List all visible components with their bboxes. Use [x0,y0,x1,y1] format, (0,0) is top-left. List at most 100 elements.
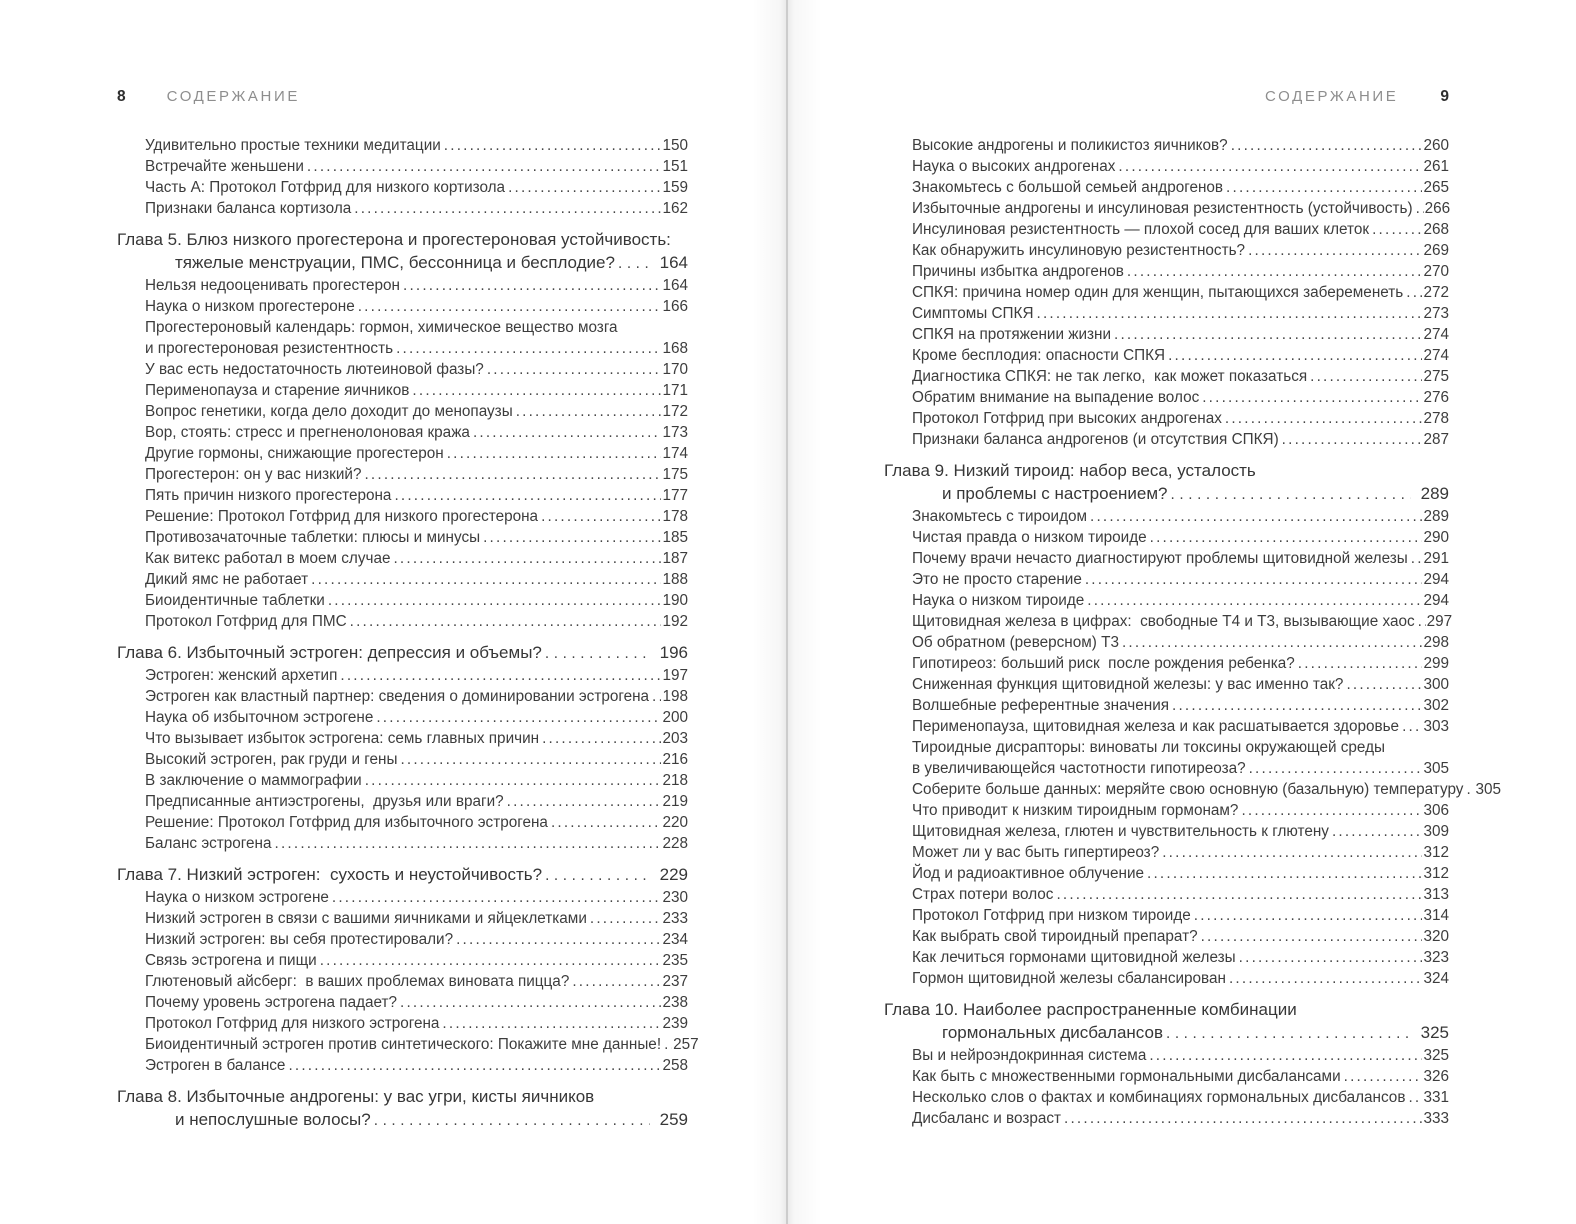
toc-entry-title: Знакомьтесь с тироидом [912,508,1088,525]
toc-entry-page: 309 [1423,823,1449,840]
dot-leader [483,527,661,548]
toc-entry-title: Что приводит к низким тироидным гормонам… [912,802,1239,819]
toc-entry: Симптомы СПКЯ 273 [884,303,1449,324]
dot-leader [1064,1108,1422,1129]
toc-entry-page: 312 [1423,844,1449,861]
toc-entry-title: Несколько слов о фактах и комбинациях го… [912,1089,1406,1106]
toc-entry: Пять причин низкого прогестерона 177 [117,485,688,506]
toc-entry-title: и прогестероновая резистентность [145,340,394,357]
toc-entry-page: 258 [662,1057,688,1074]
toc-list-left: Удивительно простые техники медитации 150… [117,135,699,1132]
toc-entry-page: 162 [662,200,688,217]
toc-entry-title: Что вызывает избыток эстрогена: семь гла… [145,730,540,747]
toc-entry-page: 220 [662,814,688,831]
toc-entry: Причины избытка андрогенов 270 [884,261,1449,282]
dot-leader [374,1108,650,1132]
toc-entry: Волшебные референтные значения 302 [884,695,1449,716]
toc-entry: СПКЯ: причина номер один для женщин, пыт… [884,282,1449,303]
toc-entry: Противозачаточные таблетки: плюсы и мину… [117,527,688,548]
toc-entry-title: Йод и радиоактивное облучение [912,865,1145,882]
toc-list-right: Высокие андрогены и поликистоз яичников?… [884,135,1501,1129]
dot-leader [473,422,662,443]
toc-entry: Это не просто старение 294 [884,569,1449,590]
dot-leader [1346,674,1422,695]
toc-entry-title: Страх потери волос [912,886,1054,903]
toc-entry: Протокол Готфрид при высоких андрогенах 2… [884,408,1449,429]
toc-entry-title: Баланс эстрогена [145,835,272,852]
toc-entry: Удивительно простые техники медитации 150 [117,135,688,156]
dot-leader [1416,198,1424,219]
toc-entry-title: Биоидентичные таблетки [145,592,325,609]
toc-entry-title: Глава 8. Избыточные андрогены: у вас угр… [117,1087,595,1106]
toc-entry-title: Низкий эстроген в связи с вашими яичника… [145,910,587,927]
toc-entry-title: Как обнаружить инсулиновую резистентност… [912,242,1246,259]
dot-leader [1298,653,1423,674]
toc-entry-page: 294 [1423,571,1449,588]
toc-entry-page: 265 [1423,179,1449,196]
dot-leader [516,401,662,422]
toc-entry-title: тяжелые менструации, ПМС, бессонница и б… [175,253,615,272]
toc-entry-title: Волшебные референтные значения [912,697,1170,714]
toc-entry-title: Удивительно простые техники медитации [145,137,441,154]
toc-entry-title: Наука о высоких андрогенах [912,158,1116,175]
toc-entry-title: Глава 10. Наиболее распространенные комб… [884,1000,1297,1019]
dot-leader [652,686,661,707]
dot-leader [1122,632,1422,653]
toc-entry-title: Вопрос генетики, когда дело доходит до м… [145,403,513,420]
toc-entry-page: 168 [662,340,688,357]
dot-leader [551,812,662,833]
dot-leader [1118,156,1422,177]
toc-entry-page: 260 [1423,137,1449,154]
dot-leader [412,380,661,401]
dot-leader [394,485,661,506]
toc-entry: Знакомьтесь с большой семьей андрогенов 2… [884,177,1449,198]
toc-entry: Как обнаружить инсулиновую резистентност… [884,240,1449,261]
toc-entry-page: 188 [662,571,688,588]
toc-entry-page: 172 [662,403,688,420]
toc-entry-title: Об обратном (реверсном) Т3 [912,634,1119,651]
toc-chapter-entry: тяжелые менструации, ПМС, бессонница и б… [117,251,688,275]
toc-entry-title: Наука об избыточном эстрогене [145,709,374,726]
toc-entry-page: 323 [1423,949,1449,966]
page-number: 9 [1440,88,1449,105]
toc-entry-title: Пять причин низкого прогестерона [145,487,392,504]
dot-leader [1166,1021,1411,1045]
toc-entry: Протокол Готфрид для низкого эстрогена 23… [117,1013,688,1034]
toc-entry-page: 259 [659,1110,688,1129]
toc-entry: Избыточные андрогены и инсулиновая резис… [884,198,1450,219]
toc-entry-title: Как лечиться гормонами щитовидной железы [912,949,1236,966]
toc-chapter-entry: Глава 7. Низкий эстроген: сухость и неус… [117,863,688,887]
toc-entry-page: 287 [1423,431,1449,448]
toc-entry-title: Решение: Протокол Готфрид для избыточног… [145,814,548,831]
toc-entry-page: 238 [662,994,688,1011]
toc-entry: Прогестероновый календарь: гормон, химич… [117,317,688,338]
toc-entry-page: 173 [662,424,688,441]
dot-leader [447,443,662,464]
toc-entry-title: Дикий ямс не работает [145,571,309,588]
toc-entry: Другие гормоны, снижающие прогестерон 174 [117,443,688,464]
toc-entry: Дикий ямс не работает 188 [117,569,688,590]
toc-entry: Наука об избыточном эстрогене 200 [117,707,688,728]
dot-leader [1411,548,1423,569]
toc-entry-page: 190 [662,592,688,609]
toc-entry-page: 289 [1423,508,1449,525]
toc-entry: Высокие андрогены и поликистоз яичников?… [884,135,1449,156]
toc-entry-title: Предписанные антиэстрогены, друзья или в… [145,793,504,810]
toc-entry-page: 171 [662,382,688,399]
toc-entry-page: 291 [1423,550,1449,567]
toc-chapter-entry: гормональных дисбалансов 325 [884,1021,1449,1045]
toc-entry-page: 320 [1423,928,1449,945]
dot-leader [1149,1045,1422,1066]
toc-entry-title: и непослушные волосы? [175,1110,371,1129]
toc-entry-page: 326 [1423,1068,1449,1085]
toc-entry-page: 164 [662,277,688,294]
toc-chapter-entry: Глава 8. Избыточные андрогены: у вас угр… [117,1085,688,1108]
toc-entry-title: Наука о низком эстрогене [145,889,329,906]
toc-entry-title: Щитовидная железа в цифрах: свободные Т4… [912,613,1415,630]
toc-chapter-entry: Глава 10. Наиболее распространенные комб… [884,998,1449,1021]
dot-leader [1114,324,1422,345]
toc-entry-page: 314 [1423,907,1449,924]
toc-entry-page: 203 [662,730,688,747]
toc-entry: Низкий эстроген в связи с вашими яичника… [117,908,688,929]
toc-entry-title: Прогестероновый календарь: гормон, химич… [145,319,618,336]
